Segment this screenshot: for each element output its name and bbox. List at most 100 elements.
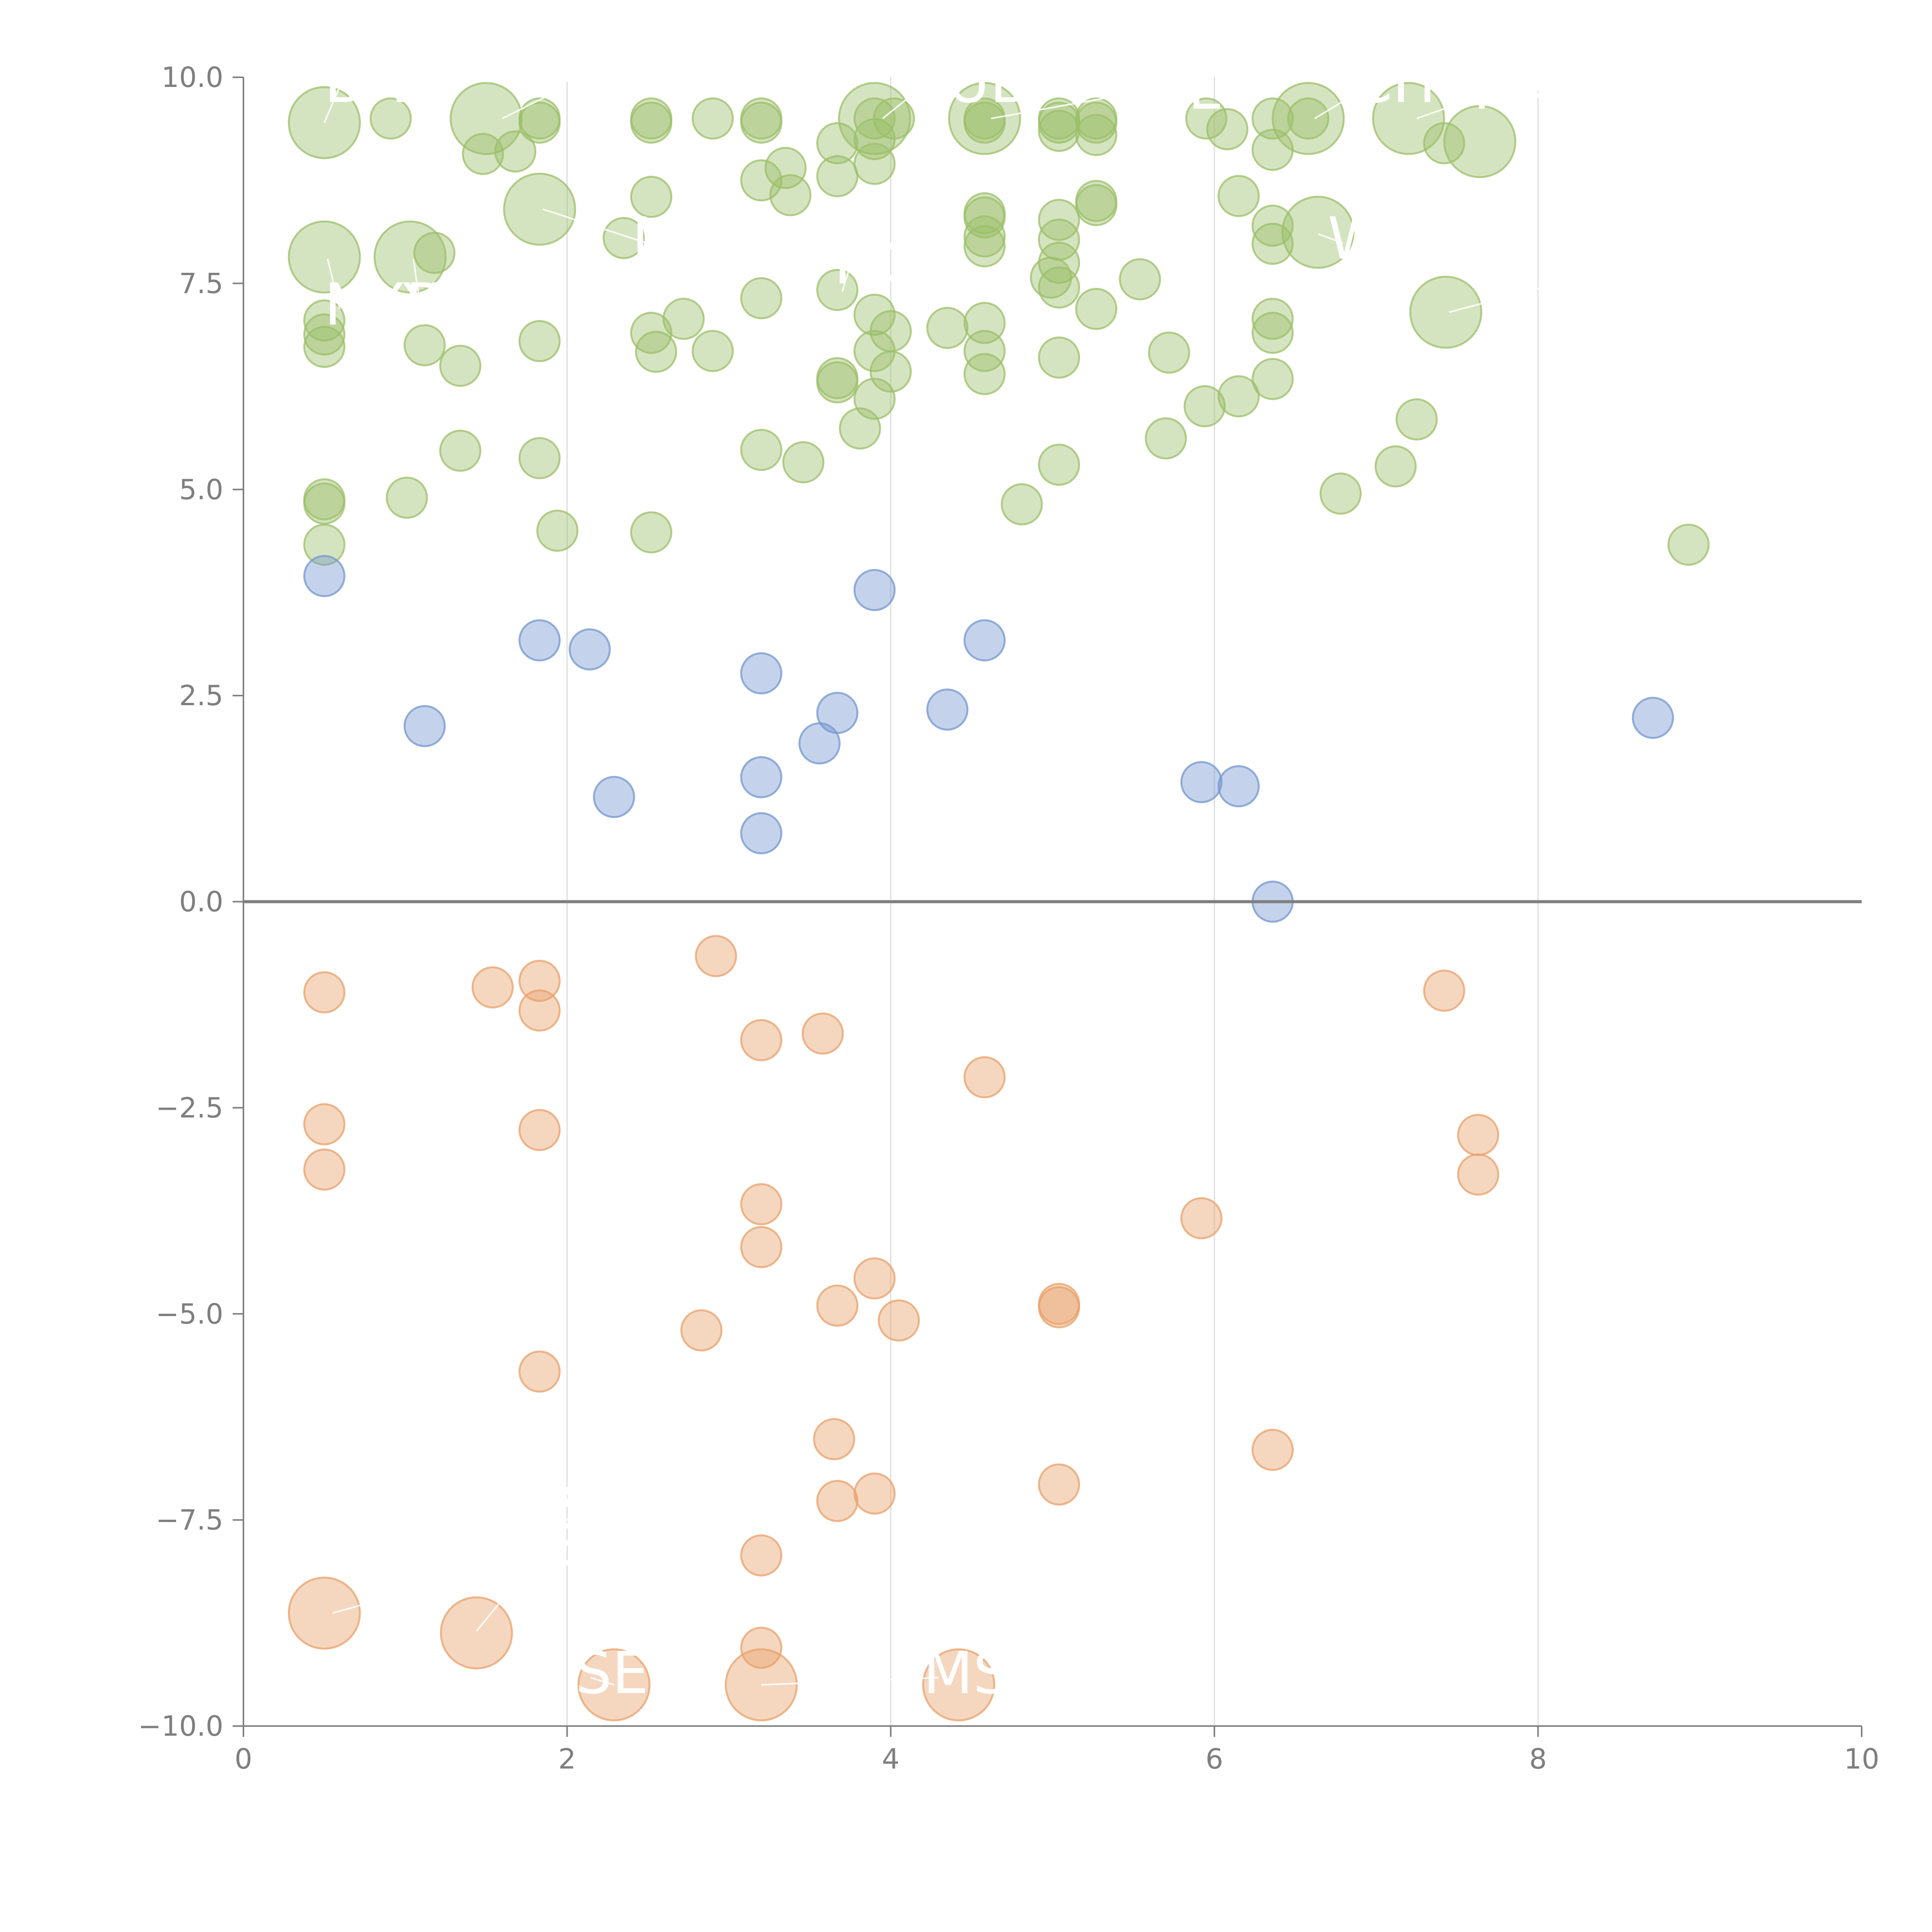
positive-high-point [1272, 82, 1345, 155]
negative-point [518, 1350, 561, 1393]
negative-point [1252, 1429, 1294, 1471]
positive-high-point [740, 277, 782, 320]
positive-high-point [494, 130, 537, 173]
positive-high-point [1185, 97, 1228, 140]
x-tick-label: 4 [882, 1743, 900, 1775]
positive-high-point [816, 361, 859, 403]
y-tick-label: −2.5 [156, 1092, 223, 1124]
y-tick-label: 2.5 [179, 679, 223, 712]
positive-high-point [287, 220, 361, 294]
negative-point [740, 1534, 782, 1577]
positive-high-point [1218, 175, 1260, 217]
positive-low-point [963, 619, 1006, 662]
label-leader-line [841, 267, 850, 292]
positive-high-point [1319, 472, 1362, 515]
x-tick-label: 2 [558, 1743, 576, 1775]
positive-high-point [403, 324, 446, 366]
positive-high-point [462, 133, 504, 175]
positive-high-point [1075, 288, 1117, 330]
positive-high-point [1218, 375, 1260, 418]
x-tick-label: 6 [1206, 1743, 1223, 1775]
positive-high-point [635, 330, 677, 373]
positive-high-point [373, 220, 447, 294]
positive-high-point [1184, 385, 1226, 427]
negative-point [680, 1309, 723, 1352]
axes-layer: 0 2 4 6 8 10 10.0 7.5 5.0 2.5 0.0 −2.5 −5.0 −7.5 −10.0 [138, 61, 1879, 1775]
label-leader-line [323, 86, 341, 123]
positive-high-point [630, 101, 672, 144]
negative-point [303, 1148, 345, 1191]
positive-high-point [369, 97, 412, 140]
positive-low-point [853, 569, 896, 611]
negative-point [922, 1648, 995, 1721]
point-label: PHI [405, 271, 501, 338]
positive-low-point [568, 628, 611, 671]
positive-high-point [449, 82, 523, 155]
positive-high-point [1206, 108, 1248, 150]
negative-point [518, 1109, 561, 1151]
positive-high-point [518, 320, 561, 362]
positive-low-point [1218, 765, 1260, 808]
negative-point [853, 1472, 896, 1515]
positive-low-point [740, 652, 782, 695]
negative-point [1457, 1114, 1499, 1156]
positive-high-point [816, 155, 859, 197]
label-leader-line [1314, 86, 1368, 119]
leader-lines-layer [323, 86, 1554, 1686]
positive-low-point [1180, 761, 1223, 803]
negative-point [303, 1103, 345, 1146]
negative-point [963, 1056, 1006, 1099]
positive-high-point [963, 196, 1006, 239]
positive-high-point [853, 143, 896, 185]
point-label: BAN [324, 49, 447, 116]
negative-point [440, 1596, 513, 1670]
positive-high-point [948, 82, 1021, 155]
label-leader-line [1318, 233, 1344, 244]
positive-high-point [839, 407, 881, 450]
point-label: RAY [1473, 55, 1582, 122]
negative-point [813, 1418, 855, 1461]
positive-high-point [1038, 444, 1080, 486]
positive-high-point [1287, 97, 1330, 140]
positive-high-point [1038, 110, 1080, 152]
positive-high-point [1148, 332, 1190, 374]
positive-high-point [1374, 445, 1417, 488]
positive-high-point [692, 97, 734, 140]
label-leader-line [761, 1677, 939, 1686]
x-tick-label: 10 [1844, 1743, 1879, 1775]
positive-high-point [413, 231, 456, 274]
positive-high-point [853, 118, 896, 160]
label-leader-line [502, 86, 567, 119]
positive-high-point [1145, 417, 1187, 459]
positive-high-point [1075, 101, 1117, 144]
positive-high-point [303, 524, 345, 566]
positive-high-point [764, 147, 807, 189]
positive-high-point [1281, 196, 1355, 269]
positive-high-point [518, 437, 561, 480]
positive-high-point [1409, 276, 1483, 349]
label-leader-line [882, 86, 923, 119]
positive-high-point [869, 350, 912, 393]
point-label: NYY [324, 271, 439, 338]
point-label: SEL [575, 1640, 681, 1707]
negative-point [695, 935, 737, 977]
negative-point [853, 1257, 896, 1300]
y-tick-label: −10.0 [138, 1710, 223, 1742]
negative-point [740, 1019, 782, 1061]
positive-high-point [303, 482, 345, 525]
y-tick-label: −5.0 [156, 1298, 223, 1330]
y-tick-label: −7.5 [156, 1504, 223, 1536]
positive-high-point [1038, 336, 1080, 379]
positive-high-point [692, 330, 734, 372]
positive-high-point [536, 509, 578, 552]
point-label: CUB [907, 49, 1029, 116]
positive-high-point [602, 217, 645, 259]
positive-high-point [1252, 311, 1294, 354]
negative-point [1457, 1153, 1499, 1196]
positive-low-point [518, 619, 561, 662]
positive-low-point [740, 756, 782, 798]
y-tick-label: 5.0 [179, 473, 223, 506]
x-tick-label: 8 [1529, 1743, 1547, 1775]
y-tick-label: 10.0 [162, 61, 223, 94]
positive-high-point [1252, 358, 1294, 400]
